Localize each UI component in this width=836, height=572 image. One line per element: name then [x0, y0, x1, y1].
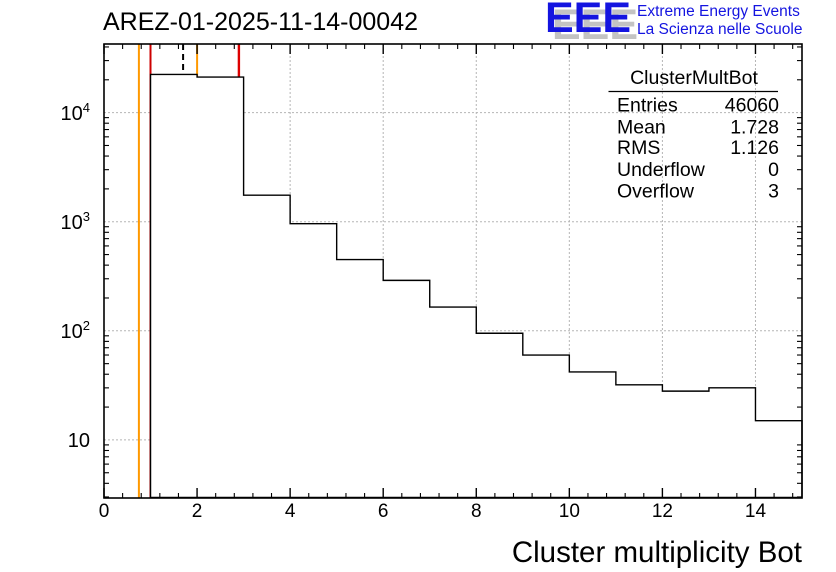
svg-text:ClusterMultBot: ClusterMultBot	[630, 67, 758, 89]
svg-text:Overflow: Overflow	[617, 181, 695, 203]
svg-text:AREZ-01-2025-11-14-00042: AREZ-01-2025-11-14-00042	[103, 8, 418, 36]
svg-text:10: 10	[68, 430, 90, 452]
svg-text:4: 4	[285, 501, 296, 522]
svg-text:46060: 46060	[725, 95, 779, 117]
svg-text:Cluster multiplicity Bot: Cluster multiplicity Bot	[512, 536, 802, 569]
svg-text:8: 8	[471, 501, 482, 522]
svg-text:EEE: EEE	[545, 0, 631, 42]
svg-text:1.126: 1.126	[730, 137, 779, 159]
svg-text:Mean: Mean	[617, 116, 666, 138]
svg-text:Entries: Entries	[617, 95, 678, 117]
svg-text:12: 12	[652, 501, 673, 522]
svg-text:14: 14	[745, 501, 767, 522]
svg-text:1.728: 1.728	[730, 116, 779, 138]
svg-text:2: 2	[192, 501, 203, 522]
svg-text:10: 10	[559, 501, 580, 522]
svg-text:6: 6	[378, 501, 389, 522]
svg-text:Underflow: Underflow	[617, 159, 706, 181]
svg-text:La Scienza nelle Scuole: La Scienza nelle Scuole	[637, 21, 802, 38]
svg-text:3: 3	[768, 181, 779, 203]
svg-text:RMS: RMS	[617, 137, 660, 159]
svg-text:Extreme Energy Events: Extreme Energy Events	[637, 3, 800, 20]
svg-text:0: 0	[99, 501, 110, 522]
svg-text:0: 0	[768, 159, 779, 181]
